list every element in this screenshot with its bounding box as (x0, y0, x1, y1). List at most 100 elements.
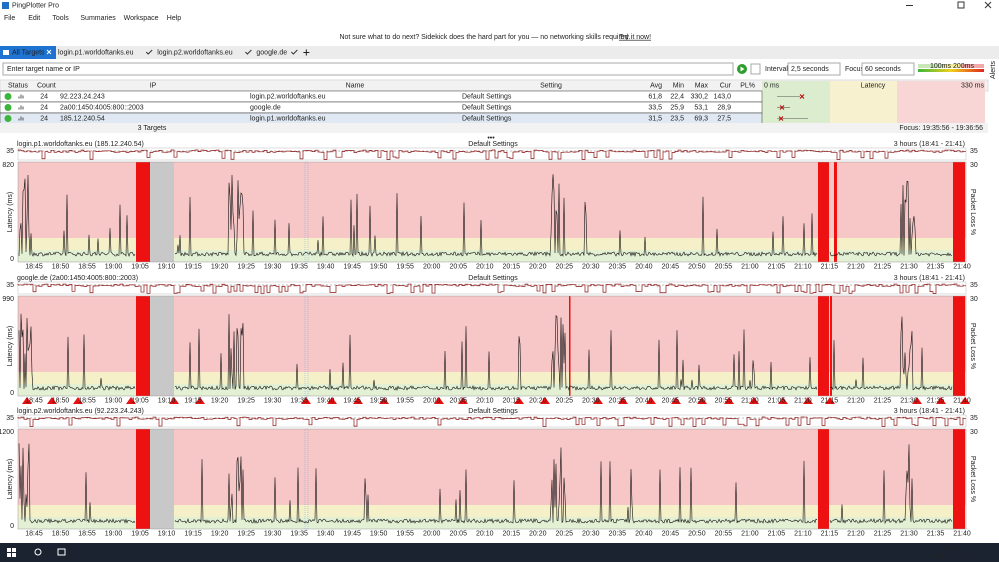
latency-marker (779, 105, 785, 110)
interval-select[interactable] (787, 62, 841, 76)
loss-triangle (803, 397, 813, 404)
time-label: 21:10 (794, 530, 812, 537)
loss-bar (953, 296, 965, 396)
time-label: 20:25 (556, 530, 574, 537)
plot-border (17, 161, 967, 263)
time-label: 19:05 (131, 397, 149, 404)
loss-triangle (646, 397, 656, 404)
column-header[interactable]: Cur (720, 82, 732, 89)
y-min: 0 (10, 256, 14, 263)
search[interactable] (34, 548, 42, 556)
latency-marker (799, 94, 805, 99)
time-label: 19:20 (211, 530, 229, 537)
time-label: 21:05 (768, 397, 786, 404)
time-label: 20:50 (688, 397, 706, 404)
loss-triangle (73, 397, 83, 404)
cell: 22,4 (670, 93, 684, 100)
loss-triangle (618, 397, 628, 404)
tab-close[interactable] (46, 49, 52, 55)
column-header[interactable]: Max (695, 82, 709, 89)
menu-item[interactable]: Summaries (80, 15, 116, 22)
menu-item[interactable]: Edit (28, 15, 40, 22)
cell: 69,3 (694, 115, 708, 122)
graph-title: login.p1.worldoftanks.eu (185.12.240.54) (17, 141, 144, 148)
zone-yellow (18, 238, 966, 250)
column-header[interactable]: Avg (650, 82, 662, 89)
loss-bar (818, 162, 829, 262)
task-view[interactable] (57, 548, 66, 556)
status-dot (4, 93, 12, 100)
tab-check (290, 49, 298, 55)
tab-active[interactable] (0, 46, 56, 59)
cell: login.p1.worldoftanks.eu (250, 115, 326, 122)
menu-item[interactable]: Workspace (124, 15, 159, 22)
time-label: 19:30 (264, 397, 282, 404)
time-label: 21:40 (953, 397, 971, 404)
column-header[interactable]: PL% (740, 82, 755, 89)
loss-triangle (126, 397, 136, 404)
tab[interactable]: login.p2.worldoftanks.eu (157, 49, 233, 56)
menu-item[interactable]: File (4, 15, 15, 22)
pl-max: 35 (6, 415, 14, 422)
loss-triangle (47, 397, 57, 404)
column-header[interactable]: Min (673, 82, 684, 89)
alerts[interactable]: Alerts (990, 61, 997, 79)
graph-title: google.de (2a00:1450:4005:800::2003) (17, 275, 138, 282)
latency-max: 330 ms (961, 82, 984, 89)
legend-green (918, 64, 944, 68)
time-label: 20:35 (609, 530, 627, 537)
splitter: ••• (487, 135, 495, 142)
plot-border (17, 295, 967, 397)
time-label: 19:40 (317, 397, 335, 404)
time-label: 20:25 (556, 397, 574, 404)
cell: 33,5 (648, 104, 662, 111)
time-label: 20:20 (529, 263, 547, 270)
close[interactable] (984, 1, 992, 9)
latency-title: Latency (861, 82, 886, 89)
menu-item[interactable]: Tools (52, 15, 69, 22)
time-label: 18:55 (78, 397, 96, 404)
dropdown[interactable] (750, 63, 761, 75)
time-label: 21:35 (927, 530, 945, 537)
target-input[interactable] (2, 62, 734, 76)
loss-triangle (327, 397, 337, 404)
pl-axis-max: 30 (970, 296, 978, 303)
time-label: 20:45 (662, 263, 680, 270)
tab[interactable]: All Targets (12, 49, 45, 56)
column-header[interactable]: Status (8, 82, 28, 89)
time-label: 19:15 (184, 263, 202, 270)
loss-bar (830, 296, 832, 396)
add-tab[interactable] (303, 49, 310, 56)
loss-triangle (671, 397, 681, 404)
legend-label: 200ms (953, 63, 975, 70)
loss-triangle (540, 397, 550, 404)
time-label: 19:55 (396, 397, 414, 404)
time-label: 19:20 (211, 397, 229, 404)
time-label: 20:50 (688, 263, 706, 270)
app-icon (2, 2, 9, 9)
time-label: 20:05 (449, 263, 467, 270)
time-label: 20:00 (423, 397, 441, 404)
focus-range: Focus: 19:35:56 - 19:36:56 (899, 125, 983, 132)
cell: 27,5 (717, 115, 731, 122)
time-label: 18:55 (78, 530, 96, 537)
focus-label: Focus (845, 66, 865, 73)
time-label: 20:35 (609, 263, 627, 270)
tab[interactable]: google.de (256, 49, 287, 56)
time-label: 18:50 (52, 397, 70, 404)
column-header[interactable]: Name (346, 82, 365, 89)
start-menu[interactable] (7, 548, 16, 557)
status-dot (4, 115, 12, 122)
column-header[interactable]: IP (150, 82, 157, 89)
tab-bar (0, 46, 999, 59)
banner-link[interactable]: Try it now! (619, 34, 651, 41)
menu-item[interactable]: Help (167, 15, 182, 22)
column-header[interactable]: Setting (540, 82, 562, 89)
focus-select[interactable] (861, 62, 915, 76)
maximize[interactable] (957, 1, 965, 9)
pl-axis-max: 35 (970, 282, 978, 289)
column-header[interactable]: Count (37, 82, 56, 89)
gray-gap (150, 162, 174, 262)
tab[interactable]: login.p1.worldoftanks.eu (58, 49, 134, 56)
